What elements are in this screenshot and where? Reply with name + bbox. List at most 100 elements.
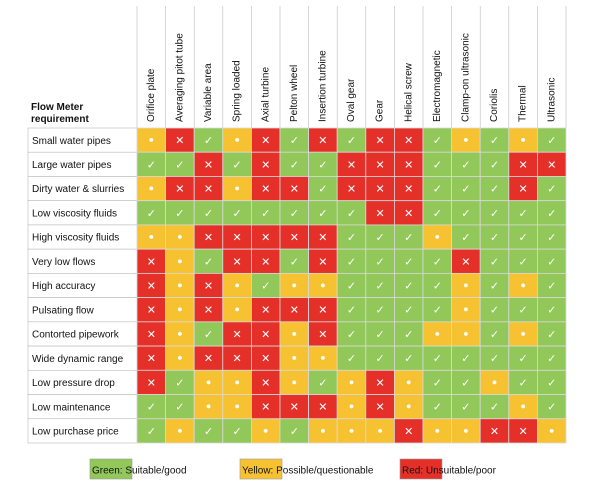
- cell-mark: ✓: [518, 207, 527, 220]
- row-label: Dirty water & slurries: [32, 184, 124, 195]
- cell-mark: •: [234, 401, 241, 414]
- cell: [250, 176, 281, 202]
- cell-mark: ✓: [175, 158, 184, 171]
- cell-mark: •: [462, 304, 469, 317]
- cell-mark: •: [462, 280, 469, 293]
- cell-mark: ✓: [404, 255, 413, 268]
- row-label-cell: [27, 200, 138, 226]
- cell: [451, 127, 481, 153]
- cell-mark: ✕: [375, 207, 384, 220]
- column-header: Coriolis: [489, 89, 500, 122]
- cell: [308, 418, 338, 444]
- corner-line: Flow Meter: [31, 102, 83, 113]
- cell-mark: ✓: [547, 280, 556, 293]
- cell-mark: ✓: [290, 425, 299, 438]
- cell-mark: ✓: [461, 401, 470, 414]
- cell-mark: ✕: [375, 376, 384, 389]
- cell: [193, 345, 224, 371]
- cell-mark: ✓: [290, 207, 299, 220]
- row-label-cell: [27, 224, 138, 250]
- cell: [537, 418, 567, 444]
- cell: [479, 176, 510, 202]
- cell-mark: ✓: [290, 134, 299, 147]
- cell: [393, 394, 424, 420]
- column-header: Helical screw: [403, 62, 414, 122]
- corner-line: requirement: [31, 114, 89, 125]
- cell-mark: ✕: [375, 134, 384, 147]
- cell: [537, 321, 567, 347]
- cell-mark: ✕: [261, 134, 270, 147]
- column-header: Orifice plate: [146, 68, 157, 122]
- cell: [508, 176, 538, 202]
- column-header: Oval gear: [346, 78, 357, 122]
- cell-mark: ✕: [375, 158, 384, 171]
- column-header: Variable area: [203, 63, 214, 122]
- cell: [422, 369, 453, 395]
- cell: [279, 151, 310, 177]
- cell-mark: ✓: [461, 207, 470, 220]
- cell-mark: ✓: [175, 207, 184, 220]
- cell: [393, 224, 424, 250]
- cell: [393, 345, 424, 371]
- cell: [279, 394, 310, 420]
- cell-mark: •: [434, 328, 441, 341]
- cell: [308, 272, 338, 299]
- cell-mark: ✕: [147, 352, 156, 365]
- column-header: Ultrasonic: [546, 78, 557, 122]
- cell: [279, 418, 310, 444]
- cell-mark: •: [205, 376, 212, 389]
- cell-mark: ✕: [347, 183, 356, 196]
- cell-mark: •: [176, 352, 183, 365]
- column-header: Electromagnetic: [432, 50, 443, 122]
- cell-mark: ✓: [404, 328, 413, 341]
- cell-mark: ✓: [175, 401, 184, 414]
- cell: [537, 297, 567, 323]
- cell-mark: ✓: [404, 280, 413, 293]
- cell-mark: ✕: [404, 183, 413, 196]
- cell-mark: ✓: [433, 352, 442, 365]
- cell-mark: ✕: [261, 328, 270, 341]
- cell-mark: ✕: [261, 401, 270, 414]
- cell-mark: ✓: [347, 134, 356, 147]
- cell-mark: •: [176, 304, 183, 317]
- cell-mark: •: [491, 376, 498, 389]
- legend-label: Green: Suitable/good: [92, 466, 187, 477]
- cell-mark: ✓: [404, 304, 413, 317]
- cell: [422, 418, 453, 444]
- cell: [537, 272, 567, 299]
- cell: [222, 127, 252, 153]
- cell-mark: ✕: [147, 376, 156, 389]
- cell: [193, 272, 224, 299]
- cell: [279, 369, 310, 395]
- cell: [451, 321, 481, 347]
- cell-mark: •: [462, 328, 469, 341]
- cell: [165, 176, 195, 202]
- cell-mark: •: [148, 134, 155, 147]
- cell: [393, 369, 424, 395]
- cell-mark: ✕: [261, 231, 270, 244]
- cell: [165, 394, 195, 420]
- cell: [193, 394, 224, 420]
- cell: [365, 127, 395, 153]
- cell-mark: •: [234, 376, 241, 389]
- row-label: Low pressure drop: [32, 378, 115, 389]
- cell: [250, 345, 281, 371]
- cell-mark: ✓: [347, 304, 356, 317]
- cell: [193, 176, 224, 202]
- cell-mark: ✓: [461, 376, 470, 389]
- cell: [222, 369, 252, 395]
- cell-mark: ✓: [232, 158, 241, 171]
- cell: [508, 394, 538, 420]
- cell: [479, 200, 510, 226]
- cell-mark: ✓: [547, 401, 556, 414]
- cell-mark: •: [319, 352, 326, 365]
- cell: [250, 394, 281, 420]
- cell-mark: ✕: [232, 231, 241, 244]
- cell-mark: ✕: [147, 328, 156, 341]
- cell-mark: •: [262, 425, 269, 438]
- column-header: Averaging pitot tube: [175, 33, 186, 122]
- cell-mark: ✕: [204, 183, 213, 196]
- cell-mark: ✕: [204, 280, 213, 293]
- cell: [136, 151, 167, 177]
- cell-mark: ✓: [461, 158, 470, 171]
